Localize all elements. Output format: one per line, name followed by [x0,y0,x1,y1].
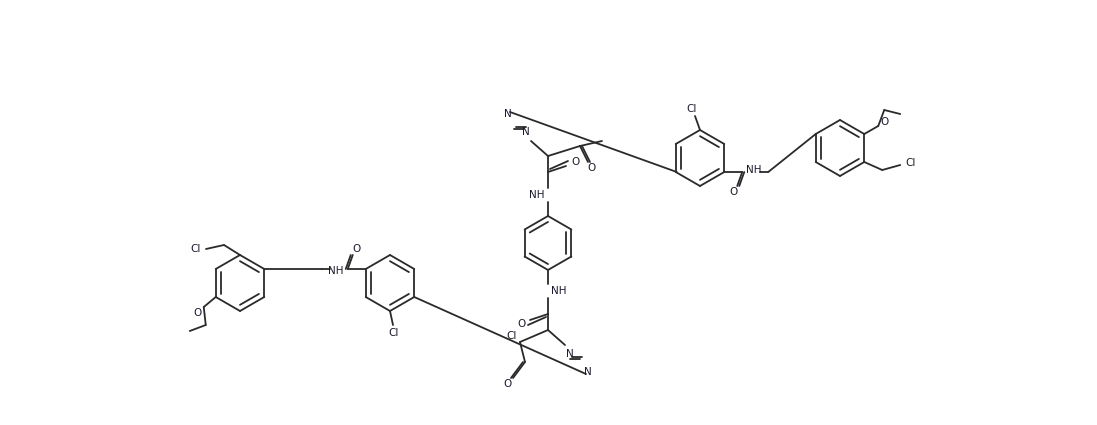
Text: N: N [566,349,574,359]
Text: O: O [517,319,525,329]
Text: Cl: Cl [191,244,201,254]
Text: Cl: Cl [388,328,399,338]
Text: N: N [522,127,530,137]
Text: N: N [505,109,512,119]
Text: Cl: Cl [687,104,698,114]
Text: O: O [502,379,511,389]
Text: O: O [588,163,596,173]
Text: O: O [570,157,579,167]
Text: NH: NH [746,165,762,175]
Text: NH: NH [530,190,545,200]
Text: O: O [730,187,737,197]
Text: Cl: Cl [507,331,517,341]
Text: NH: NH [551,286,566,296]
Text: O: O [352,244,361,254]
Text: Cl: Cl [905,158,915,168]
Text: O: O [880,117,889,127]
Text: O: O [194,308,202,318]
Text: N: N [584,367,592,377]
Text: NH: NH [328,266,343,276]
